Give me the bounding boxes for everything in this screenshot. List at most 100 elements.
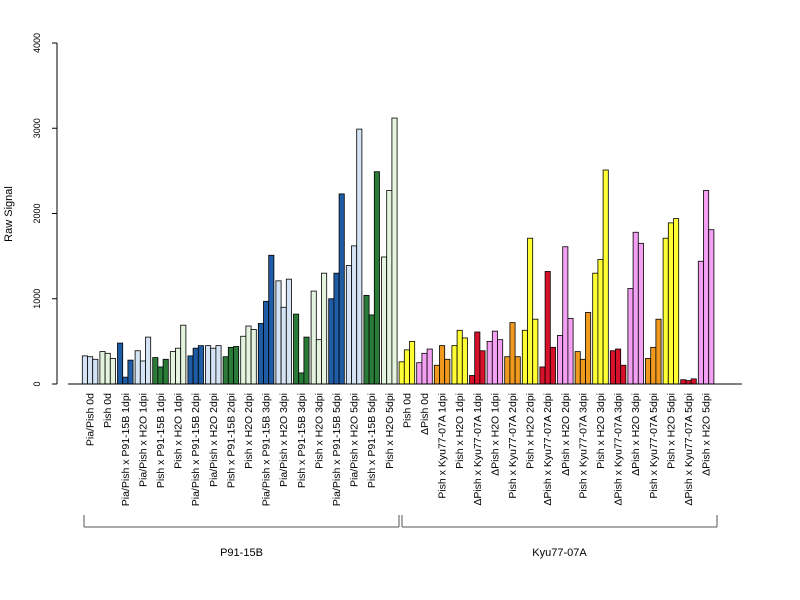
x-tick-label: Pish x Kyu77-07A 3dpi (577, 393, 589, 499)
bar (549, 346, 556, 385)
bar (557, 335, 564, 385)
x-tick-label: Pish x H2O 1dpi (454, 393, 466, 469)
bar (650, 346, 657, 385)
bar (333, 272, 340, 385)
bar (92, 358, 99, 385)
bar (667, 222, 674, 385)
bar (104, 352, 111, 385)
bar (491, 330, 498, 385)
x-tick-label: Pish x Kyu77-07A 5dpi (648, 393, 660, 499)
x-tick-label: Pish x H2O 2dpi (525, 393, 537, 469)
y-tick-label: 4000 (32, 33, 42, 53)
bar (250, 329, 257, 385)
bar (310, 290, 317, 385)
bar (321, 272, 328, 385)
bar (439, 345, 446, 385)
x-tick-label: ΔPish x H2O 3dpi (630, 393, 642, 476)
bar (180, 324, 187, 385)
bar (373, 171, 380, 385)
x-tick-label: ΔPish x H2O 2dpi (560, 393, 572, 476)
bar (655, 318, 662, 385)
x-tick-label: ΔPish x H2O 1dpi (489, 393, 501, 476)
x-tick-label: Pish x P91-15B 1dpi (155, 393, 167, 488)
bar (461, 337, 468, 385)
x-tick-label: Pish x P91-15B 3dpi (296, 393, 308, 488)
bar (122, 376, 129, 385)
bar (351, 245, 358, 385)
bar (263, 300, 270, 385)
bar (197, 345, 204, 385)
bar (451, 345, 458, 385)
bar (345, 265, 352, 385)
bar (444, 358, 451, 385)
bar (109, 358, 116, 385)
bar (521, 329, 528, 385)
x-tick-label: Pish 0d (401, 393, 413, 428)
bar (192, 347, 199, 385)
bar (398, 361, 405, 385)
bar (99, 351, 106, 385)
bar (368, 314, 375, 385)
bar (293, 313, 300, 385)
bar (609, 350, 616, 385)
bar (456, 329, 463, 385)
x-tick-label: ΔPish x Kyu77-07A 5dpi (683, 393, 695, 506)
bar (637, 242, 644, 385)
bar (117, 342, 124, 385)
x-tick-label: ΔPish x Kyu77-07A 3dpi (613, 393, 625, 506)
bar (562, 246, 569, 385)
x-tick-label: Pia/Pish x P91-15B 3dpi (261, 393, 273, 506)
bar (645, 358, 652, 385)
bar (474, 331, 481, 385)
bar (162, 358, 169, 385)
bar (504, 356, 511, 385)
x-tick-labels: Pia/Pish 0d Pish 0d Pia/Pish x P91-15B 1dp… (85, 393, 713, 506)
bar (356, 128, 363, 385)
bar (579, 358, 586, 385)
bar (416, 362, 423, 385)
bar (433, 364, 440, 385)
bar (469, 375, 476, 385)
bar (597, 259, 604, 385)
bar (409, 340, 416, 385)
bar (680, 379, 687, 385)
bar (187, 355, 194, 385)
x-tick-label: Pia/Pish x P91-15B 1dpi (120, 393, 132, 506)
y-axis: 0 1000 2000 3000 4000 (32, 33, 58, 387)
bar (233, 346, 240, 385)
bar (497, 339, 504, 385)
bar (615, 348, 622, 385)
x-tick-label: Pia/Pish x P91-15B 5dpi (331, 393, 343, 506)
bar (479, 350, 486, 385)
bar (421, 352, 428, 385)
x-tick-label: Pia/Pish x H2O 2dpi (208, 393, 220, 487)
bar (632, 231, 639, 385)
bar (280, 306, 287, 385)
bar (245, 325, 252, 385)
bar (539, 366, 546, 385)
x-tick-label: Pish x H2O 5dpi (384, 393, 396, 469)
x-tick-label: Pia/Pish x H2O 5dpi (349, 393, 361, 487)
y-tick-label: 0 (32, 381, 42, 386)
bar (127, 359, 134, 385)
x-tick-label: Pish x P91-15B 5dpi (366, 393, 378, 488)
y-axis-label: Raw Signal (3, 186, 15, 242)
x-tick-label: Pish x H2O 1dpi (173, 393, 185, 469)
bar (386, 190, 393, 385)
bar (275, 280, 282, 385)
bar (585, 311, 592, 385)
bar (592, 272, 599, 385)
bar (268, 254, 275, 385)
y-tick-label: 1000 (32, 289, 42, 309)
bar (381, 256, 388, 385)
bar (227, 346, 234, 385)
bar (215, 345, 222, 385)
bar (145, 336, 152, 385)
group-label: P91-15B (220, 547, 263, 559)
x-tick-label: ΔPish x Kyu77-07A 1dpi (472, 393, 484, 506)
bar (139, 360, 146, 385)
x-tick-label: Pish x H2O 2dpi (243, 393, 255, 469)
bar (175, 347, 182, 385)
x-tick-label: Pia/Pish x P91-15B 2dpi (190, 393, 202, 506)
